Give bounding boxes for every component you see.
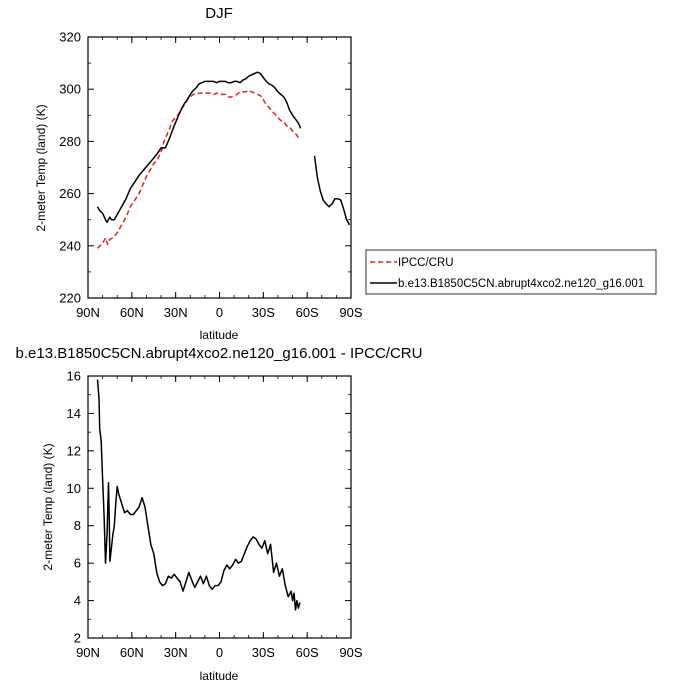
x-tick-label: 60S: [296, 645, 319, 660]
legend: IPCC/CRU b.e13.B1850C5CN.abrupt4xco2.ne1…: [365, 249, 657, 295]
x-tick-label: 0: [216, 305, 223, 320]
x-tick-label: 90N: [76, 645, 100, 660]
panel-top: DJF 90N 60N 30N 0 30S 60S 90S 220 240 260 280 300 3…: [34, 5, 363, 342]
x-tick-label: 0: [216, 645, 223, 660]
series-line-2: [313, 155, 351, 226]
y-tick-label: 8: [74, 518, 81, 533]
x-tick-label: 90S: [339, 645, 362, 660]
y-tick-label: 12: [67, 443, 81, 458]
y-tick-label: 14: [67, 406, 81, 421]
series-group: [96, 379, 301, 611]
plot-frame: [87, 36, 352, 299]
x-tick-label: 90N: [76, 305, 100, 320]
y-tick-label: 16: [67, 369, 81, 384]
plot-frame: [87, 375, 352, 639]
panel-bottom: b.e13.B1850C5CN.abrupt4xco2.ne120_g16.00…: [16, 345, 423, 683]
chart-title: b.e13.B1850C5CN.abrupt4xco2.ne120_g16.00…: [16, 345, 423, 362]
x-tick-label: 90S: [339, 305, 362, 320]
series-group: [96, 71, 351, 249]
y-tick-label: 220: [59, 291, 81, 306]
x-tick-label: 60N: [120, 305, 144, 320]
x-tick-label: 60N: [120, 645, 144, 660]
x-tick-label: 30N: [164, 305, 188, 320]
y-tick-label: 2: [74, 631, 81, 646]
x-tick-label: 30N: [164, 645, 188, 660]
series-line-0: [96, 89, 301, 249]
y-tick-label: 260: [59, 186, 81, 201]
y-tick-label: 10: [67, 481, 81, 496]
x-tick-label: 30S: [252, 305, 275, 320]
y-axis: 220 240 260 280 300 320: [59, 30, 351, 306]
legend-box: [365, 249, 657, 295]
legend-label-model: b.e13.B1850C5CN.abrupt4xco2.ne120_g16.00…: [398, 278, 644, 290]
x-axis-label: latitude: [200, 328, 239, 342]
x-axis: 90N 60N 30N 0 30S 60S 90S: [76, 37, 363, 320]
y-axis: 2 4 6 8 10 12 14 16: [67, 369, 351, 646]
x-tick-label: 30S: [252, 645, 275, 660]
legend-label-ipcc-cru: IPCC/CRU: [398, 257, 454, 269]
x-tick-label: 60S: [296, 305, 319, 320]
series-line-0: [96, 379, 301, 611]
y-axis-label: 2-meter Temp (land) (K): [41, 443, 55, 570]
y-tick-label: 280: [59, 134, 81, 149]
series-line-1: [96, 71, 302, 224]
y-tick-label: 300: [59, 82, 81, 97]
y-tick-label: 6: [74, 556, 81, 571]
y-axis-label: 2-meter Temp (land) (K): [34, 104, 48, 231]
x-axis-label: latitude: [200, 669, 239, 683]
y-tick-label: 4: [74, 593, 81, 608]
x-axis: 90N 60N 30N 0 30S 60S 90S: [76, 376, 363, 660]
y-tick-label: 240: [59, 238, 81, 253]
y-tick-label: 320: [59, 30, 81, 45]
chart-title: DJF: [205, 5, 233, 22]
